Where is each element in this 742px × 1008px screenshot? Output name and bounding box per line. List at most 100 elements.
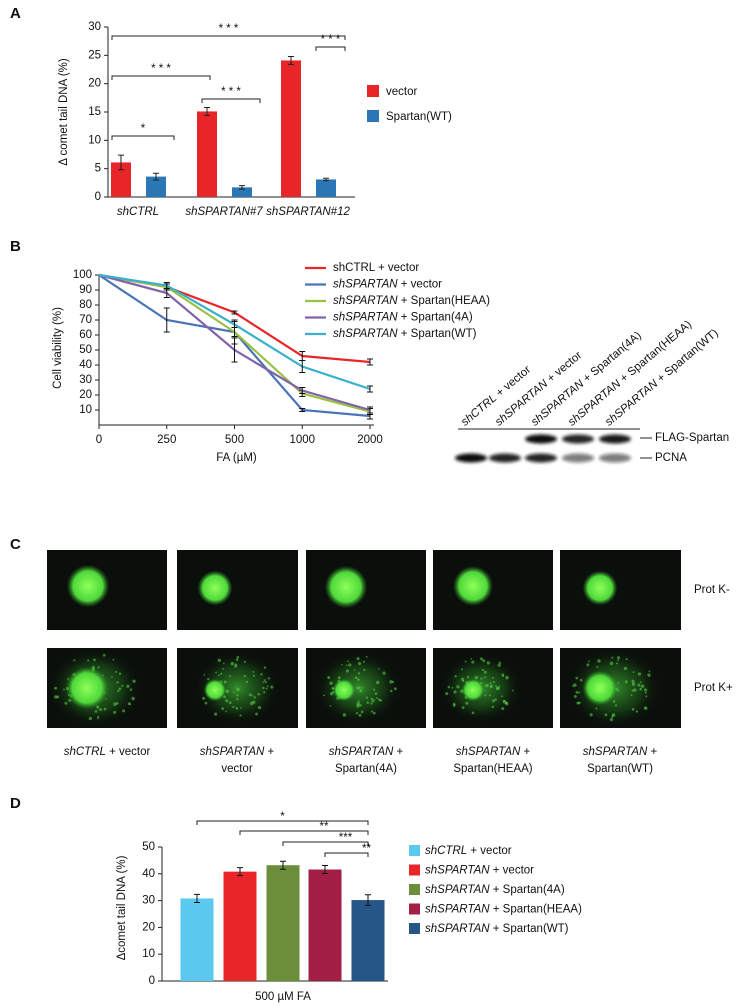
legend-label: shSPARTAN + vector xyxy=(333,279,442,291)
legend-label: shSPARTAN + Spartan(WT) xyxy=(333,328,477,340)
speckle xyxy=(131,696,135,701)
band xyxy=(525,434,557,444)
speckle xyxy=(631,682,636,686)
speckle xyxy=(451,686,454,689)
micrograph xyxy=(177,648,298,728)
speckle xyxy=(97,715,100,718)
speckle xyxy=(94,710,98,713)
error-bar xyxy=(367,385,373,393)
speckle xyxy=(484,676,486,679)
speckle xyxy=(631,679,635,683)
y-tick-label: 30 xyxy=(88,21,101,33)
micrograph xyxy=(433,550,553,630)
speckle xyxy=(357,700,360,703)
speckle xyxy=(372,711,376,715)
speckle xyxy=(355,676,358,680)
speckle xyxy=(122,709,126,713)
speckle xyxy=(464,660,467,663)
row-label: Prot K- xyxy=(694,584,730,596)
x-tick-label: 1000 xyxy=(289,434,315,446)
speckle xyxy=(250,694,253,697)
band-label: FLAG-Spartan xyxy=(655,432,729,444)
legend-swatch xyxy=(409,884,420,895)
speckle xyxy=(617,682,620,684)
speckle xyxy=(371,700,375,703)
x-axis-label: 500 µM FA xyxy=(255,991,311,1003)
panel-label: C xyxy=(10,536,21,553)
speckle xyxy=(116,681,119,684)
y-tick-label: 40 xyxy=(142,868,155,880)
significance-bracket xyxy=(111,75,211,80)
comet-head xyxy=(582,570,618,606)
speckle xyxy=(447,685,451,689)
bar xyxy=(146,176,166,197)
y-tick-label: 25 xyxy=(88,49,101,61)
speckle xyxy=(588,660,590,663)
band xyxy=(525,453,557,463)
micrograph xyxy=(47,550,167,630)
speckle xyxy=(596,665,599,668)
speckle xyxy=(645,695,648,698)
speckle xyxy=(604,713,608,717)
speckle xyxy=(229,675,232,678)
speckle xyxy=(355,711,359,715)
significance-bracket xyxy=(196,820,369,825)
speckle xyxy=(572,685,574,687)
speckle xyxy=(105,698,107,700)
speckle xyxy=(373,699,376,701)
significance-label: * * * xyxy=(151,63,171,75)
comet-head xyxy=(66,564,110,608)
speckle xyxy=(115,670,118,673)
speckle xyxy=(491,676,494,679)
speckle xyxy=(370,710,374,713)
speckle xyxy=(214,712,218,716)
bar xyxy=(111,162,131,197)
speckle xyxy=(483,670,487,674)
significance-label: * * * xyxy=(321,34,341,46)
speckle xyxy=(573,695,577,698)
speckle xyxy=(243,674,246,678)
speckle xyxy=(117,689,120,693)
speckle xyxy=(64,701,68,705)
x-tick-label: shSPARTAN#7 xyxy=(185,206,263,218)
significance-label: ** xyxy=(362,843,371,855)
speckle xyxy=(575,691,579,694)
x-tick-label: shCTRL xyxy=(117,206,159,218)
speckle xyxy=(589,713,593,717)
speckle xyxy=(97,717,99,720)
speckle xyxy=(129,688,133,691)
speckle xyxy=(323,694,325,697)
column-label: shCTRL + vector xyxy=(64,746,151,758)
speckle xyxy=(132,679,136,683)
speckle xyxy=(263,679,266,682)
error-bar xyxy=(163,307,170,333)
speckle xyxy=(389,680,393,684)
legend-label: shCTRL + vector xyxy=(333,262,419,274)
row-label: Prot K+ xyxy=(694,682,733,694)
speckle xyxy=(484,694,487,697)
speckle xyxy=(491,705,495,709)
speckle xyxy=(492,699,495,703)
speckle xyxy=(73,659,76,662)
speckle xyxy=(625,658,628,661)
speckle xyxy=(327,675,331,679)
speckle xyxy=(639,681,642,684)
y-axis-label: Δ comet tail DNA (%) xyxy=(58,58,70,166)
error-bar xyxy=(367,406,373,414)
speckle xyxy=(471,660,475,664)
speckle xyxy=(445,692,449,696)
speckle xyxy=(609,718,613,722)
speckle xyxy=(377,668,380,670)
significance-label: * xyxy=(141,123,146,135)
error-bar xyxy=(323,177,329,182)
speckle xyxy=(595,707,598,710)
speckle xyxy=(362,660,365,663)
speckle xyxy=(495,685,497,687)
micrograph xyxy=(177,550,298,630)
speckle xyxy=(63,688,65,691)
speckle xyxy=(262,681,265,684)
y-tick-label: 0 xyxy=(95,191,101,203)
speckle xyxy=(505,702,509,706)
